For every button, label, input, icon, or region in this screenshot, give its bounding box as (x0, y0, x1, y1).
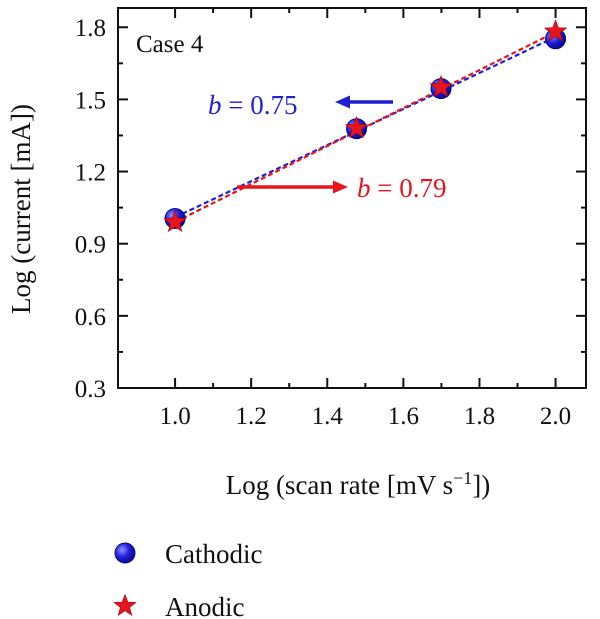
annotation-anodic: b = 0.79 (357, 173, 446, 203)
legend-marker-anodic (113, 593, 137, 616)
point-anodic (163, 209, 187, 233)
annotations: b = 0.75 b = 0.79 (208, 90, 446, 203)
arrow-anodic (237, 180, 348, 194)
x-tick-label: 1.4 (312, 403, 344, 430)
x-tick-label: 1.8 (464, 403, 495, 430)
x-tick-label: 1.6 (388, 403, 419, 430)
legend-label-anodic: Anodic (165, 592, 245, 619)
x-tick-label: 1.0 (159, 403, 190, 430)
annotation-cathodic: b = 0.75 (208, 90, 297, 120)
data-points (163, 19, 568, 233)
legend-marker-cathodic (114, 542, 136, 564)
y-axis-title: Log (current [mA]) (6, 104, 36, 314)
ticks: 1.0 1.2 1.4 1.6 1.8 2.0 0.3 0.6 0.9 1.2 1.5 1.8 (75, 8, 586, 430)
point-anodic (344, 115, 369, 139)
point-anodic (543, 19, 568, 42)
y-tick-label: 1.8 (75, 15, 106, 42)
point-anodic (429, 75, 453, 98)
y-tick-label: 0.9 (75, 232, 106, 259)
arrow-cathodic (335, 95, 393, 109)
x-tick-label: 2.0 (540, 403, 571, 430)
x-tick-label: 1.2 (236, 403, 267, 430)
axes (117, 7, 587, 389)
y-tick-label: 1.5 (75, 87, 106, 114)
legend: Cathodic Anodic (113, 539, 262, 619)
y-tick-label: 1.2 (75, 160, 106, 187)
plot-frame (117, 7, 587, 389)
legend-label-cathodic: Cathodic (165, 539, 262, 569)
x-axis-title: Log (scan rate [mV s−1]) (226, 468, 491, 500)
panel-label: Case 4 (136, 31, 204, 58)
y-tick-label: 0.6 (75, 304, 106, 331)
y-tick-label: 0.3 (75, 376, 106, 403)
